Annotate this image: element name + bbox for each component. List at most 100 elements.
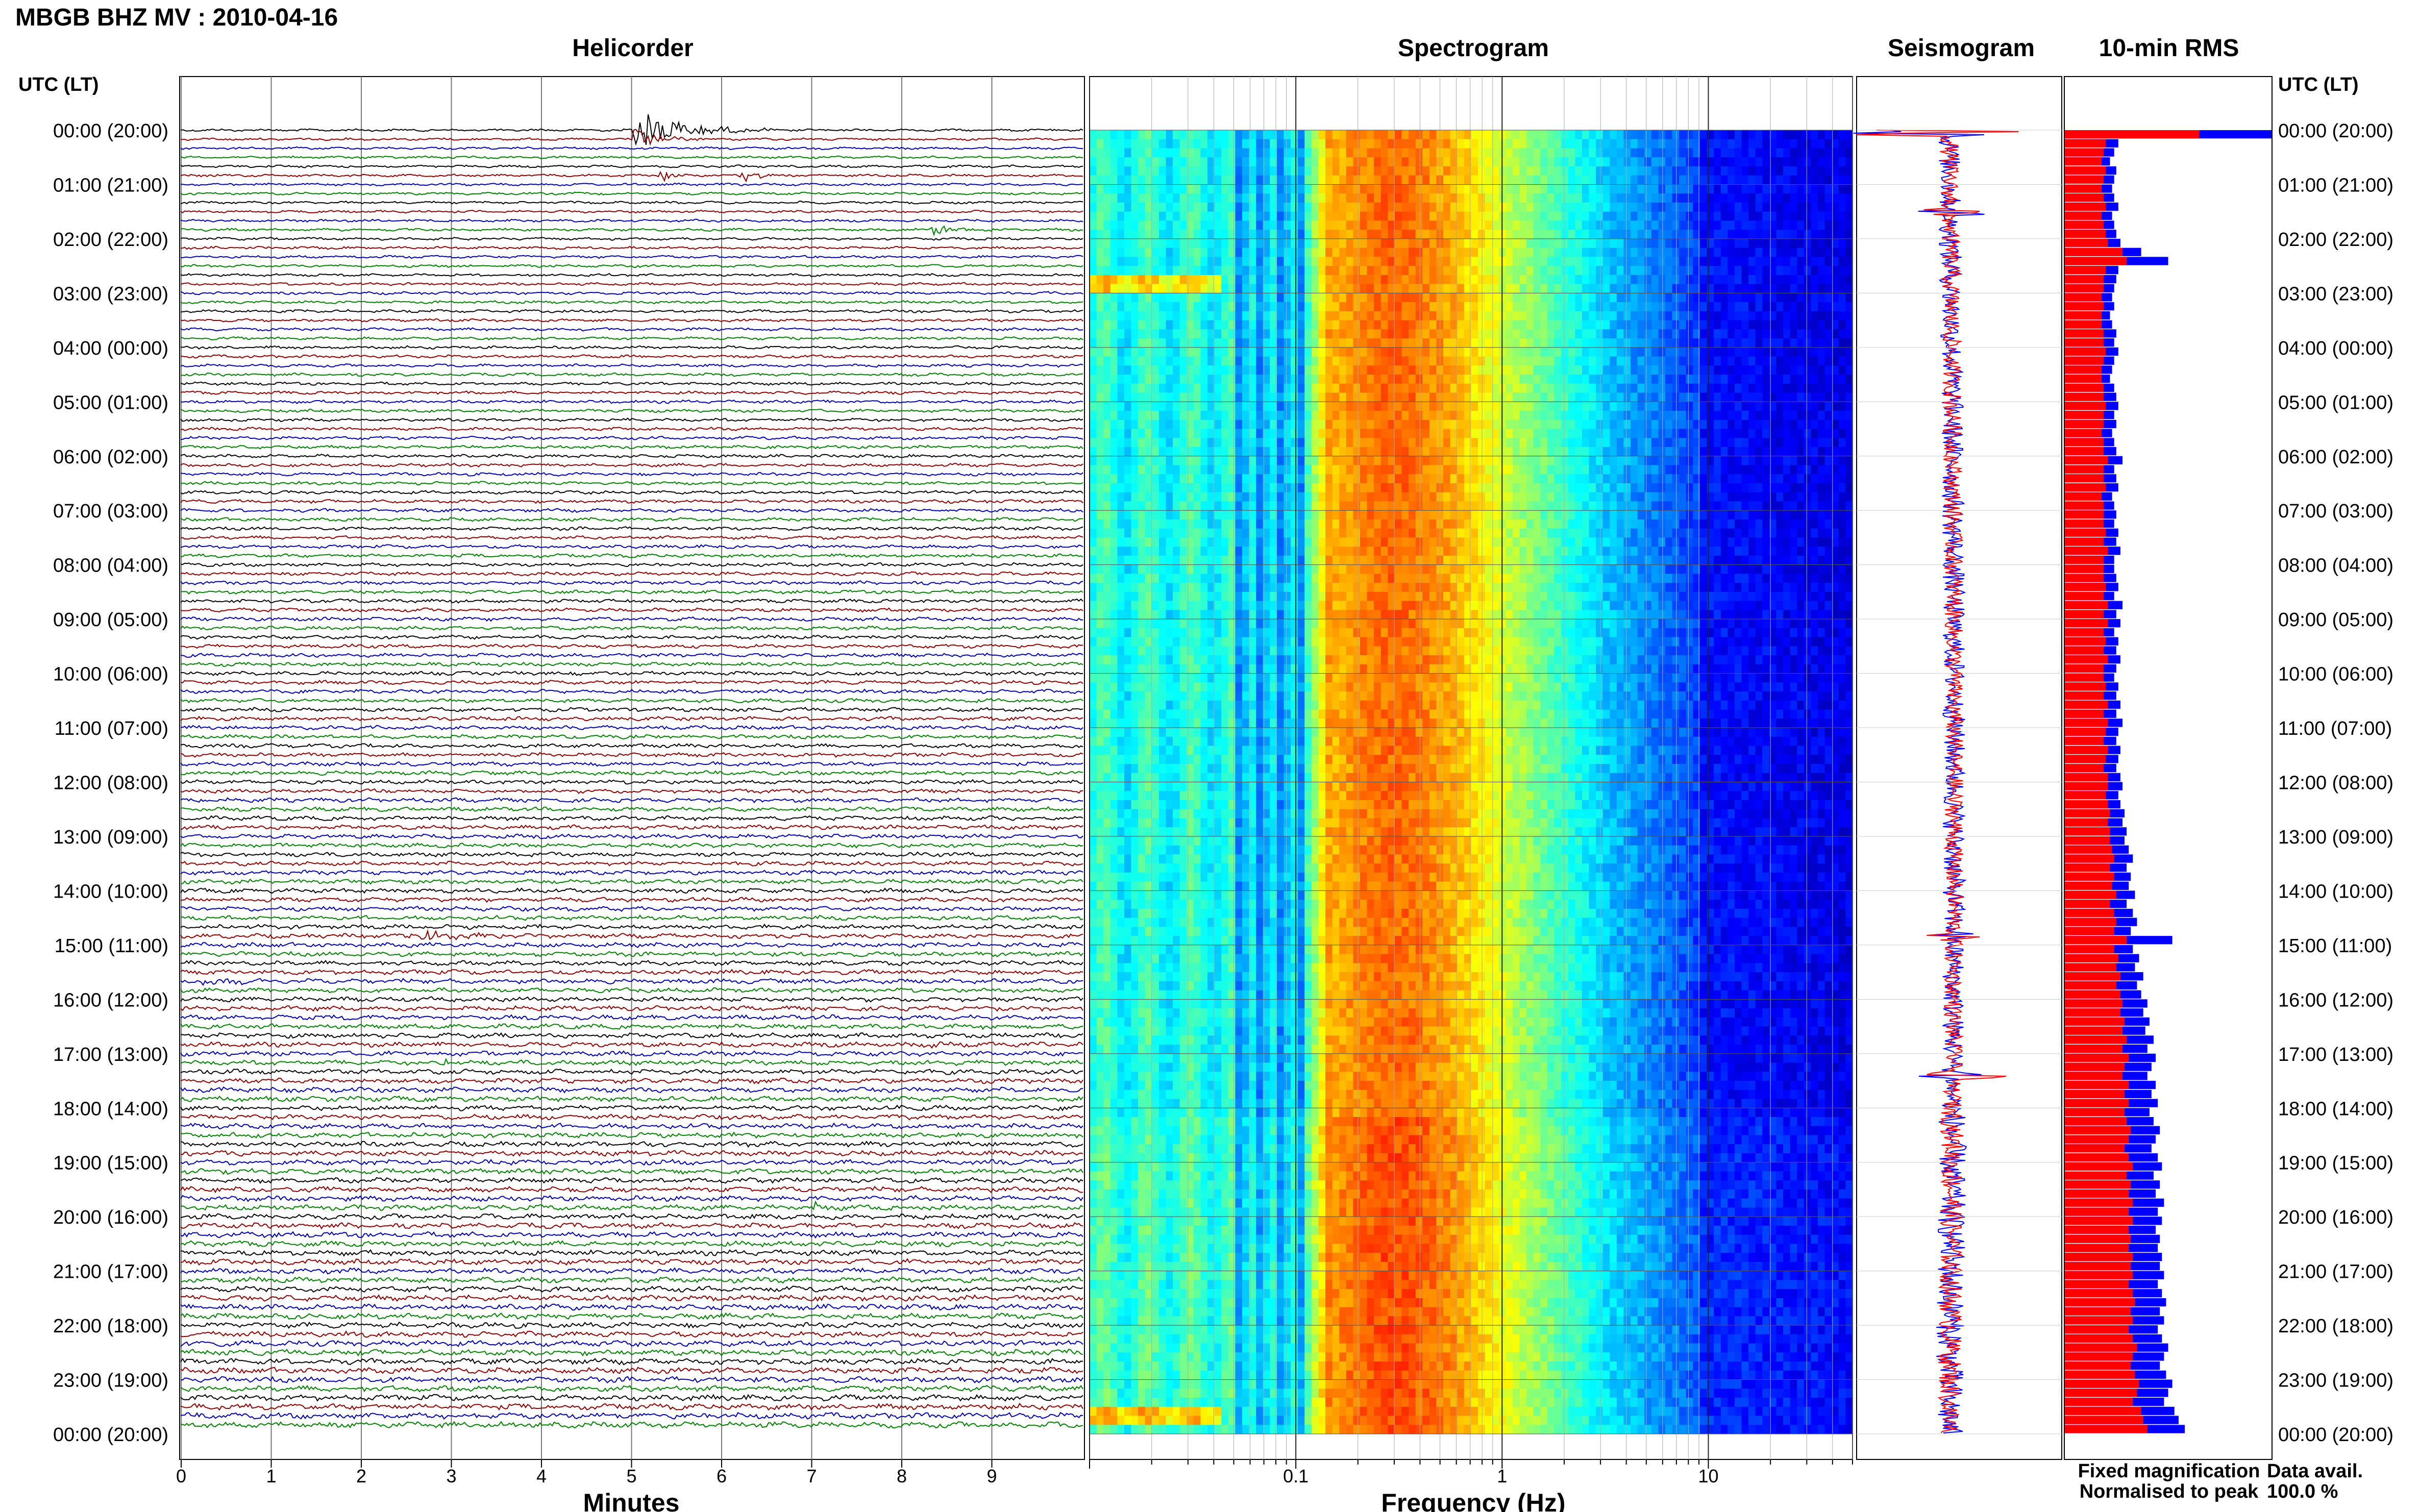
spectrogram-cell (1145, 429, 1152, 438)
spectrogram-cell (1124, 809, 1132, 819)
spectrogram-cell (1096, 736, 1104, 747)
spectrogram-cell (1187, 936, 1194, 946)
spectrogram-cell (1297, 1072, 1305, 1081)
spectrogram-cell (1297, 809, 1305, 819)
spectrogram-cell (1207, 1416, 1215, 1425)
spectrogram-cell (1200, 447, 1208, 457)
spectrogram-cell (1291, 809, 1298, 819)
spectrogram-cell (1283, 211, 1291, 221)
spectrogram-cell (1103, 1253, 1111, 1262)
spectrogram-cell (1304, 211, 1312, 221)
spectrogram-cell (1117, 184, 1125, 194)
spectrogram-cell (1187, 963, 1194, 973)
spectrogram-cell (1249, 465, 1256, 475)
spectrogram-cell (1090, 908, 1097, 919)
spectrogram-cell (1277, 1126, 1285, 1135)
spectrogram-cell (1263, 981, 1270, 991)
spectrogram-cell (1249, 1425, 1256, 1434)
helicorder-trace (180, 1303, 1083, 1311)
spectrogram-cell (1103, 1406, 1111, 1417)
spectrogram-cell (1158, 664, 1167, 674)
spectrogram-cell (1304, 709, 1312, 719)
spectrogram-cell (1304, 528, 1312, 538)
spectrogram-cell (1193, 456, 1201, 466)
spectrogram-cell (1124, 230, 1132, 239)
spectrogram-cell (1131, 447, 1139, 457)
spectrogram-cell (1311, 383, 1319, 393)
spectrogram-cell (1124, 238, 1132, 249)
spectrogram-cell (1110, 583, 1118, 592)
spectrogram-cell (1166, 419, 1173, 430)
spectrogram-cell (1152, 691, 1159, 701)
spectrogram-cell (1138, 519, 1146, 529)
spectrogram-cell (1131, 619, 1139, 629)
spectrogram-cell (1187, 1035, 1194, 1045)
spectrogram-cell (1207, 238, 1215, 249)
spectrogram-cell (1193, 999, 1201, 1009)
spectrogram-cell (1256, 375, 1264, 384)
spectrogram-cell (1166, 691, 1173, 701)
spectrogram-cell (1277, 773, 1285, 783)
spectrogram-cell (1158, 900, 1167, 909)
spectrogram-cell (1228, 591, 1236, 602)
spectrogram-cell (1200, 1008, 1208, 1018)
spectrogram-cell (1173, 963, 1180, 973)
spectrogram-cell (1256, 1280, 1264, 1290)
spectrogram-cell (1200, 510, 1208, 520)
spectrogram-cell (1158, 266, 1167, 276)
spectrogram-cell (1256, 139, 1264, 148)
spectrogram-cell (1193, 392, 1201, 402)
spectrogram-cell (1235, 293, 1243, 303)
spectrogram-cell (1096, 238, 1104, 249)
spectrogram-cell (1096, 492, 1104, 502)
spectrogram-cell (1090, 193, 1097, 203)
spectrogram-cell (1214, 456, 1222, 466)
spectrogram-cell (1297, 963, 1305, 973)
spectrogram-cell (1138, 157, 1146, 167)
spectrogram-cell (1124, 157, 1132, 167)
spectrogram-cell (1110, 664, 1118, 674)
spectrogram-cell (1200, 130, 1208, 140)
spectrogram-cell (1179, 1261, 1187, 1272)
spectrogram-cell (1173, 501, 1180, 511)
helicorder-trace (180, 363, 1083, 368)
spectrogram-cell (1173, 438, 1180, 448)
spectrogram-cell (1221, 1035, 1229, 1045)
spectrogram-cell (1103, 908, 1111, 919)
spectrogram-cell (1193, 1244, 1201, 1253)
spectrogram-cell (1242, 1352, 1250, 1362)
spectrogram-cell (1124, 990, 1132, 1000)
helicorder-trace (180, 191, 1083, 196)
spectrogram-cell (1117, 275, 1125, 285)
spectrogram-cell (1158, 655, 1167, 665)
spectrogram-cell (1110, 501, 1118, 511)
helicorder-trace (180, 923, 1083, 930)
spectrogram-cell (1145, 755, 1152, 764)
spectrogram-cell (1263, 429, 1270, 438)
spectrogram-cell (1179, 845, 1187, 855)
spectrogram-cell (1304, 1389, 1312, 1398)
spectrogram-cell (1221, 537, 1229, 547)
spectrogram-cell (1096, 746, 1104, 755)
spectrogram-cell (1256, 1017, 1264, 1027)
spectrogram-cell (1221, 619, 1229, 629)
spectrogram-cell (1207, 547, 1215, 556)
spectrogram-cell (1242, 709, 1250, 719)
spectrogram-cell (1158, 1334, 1167, 1344)
spectrogram-cell (1221, 936, 1229, 946)
spectrogram-cell (1200, 483, 1208, 493)
spectrogram-cell (1193, 166, 1201, 176)
spectrogram-cell (1152, 1343, 1159, 1353)
spectrogram-cell (1138, 1225, 1146, 1235)
spectrogram-cell (1152, 1189, 1159, 1199)
spectrogram-cell (1221, 682, 1229, 692)
spectrogram-cell (1158, 139, 1167, 148)
spectrogram-cell (1256, 709, 1264, 719)
spectrogram-cell (1152, 456, 1159, 466)
spectrogram-cell (1200, 818, 1208, 828)
spectrogram-cell (1179, 302, 1187, 312)
spectrogram-cell (1166, 583, 1173, 592)
spectrogram-cell (1297, 465, 1305, 475)
spectrogram-cell (1117, 990, 1125, 1000)
spectrogram-cell (1311, 773, 1319, 783)
